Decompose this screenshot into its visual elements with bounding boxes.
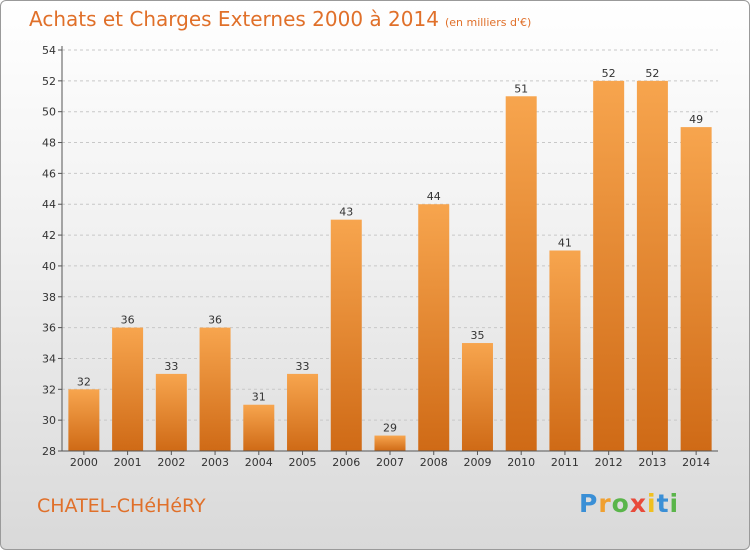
chart-title: Achats et Charges Externes 2000 à 2014 (e… [29,7,532,31]
x-tick-label: 2002 [157,456,185,469]
bar-value-label: 36 [121,314,135,327]
bar-value-label: 36 [208,314,222,327]
x-tick-label: 2003 [201,456,229,469]
y-tick-label: 34 [42,352,56,365]
y-tick-label: 42 [42,229,56,242]
y-tick-label: 38 [42,291,56,304]
bar [636,80,668,451]
bar [549,250,581,451]
y-tick-label: 54 [42,44,56,57]
y-tick-label: 30 [42,414,56,427]
bar-value-label: 44 [427,190,441,203]
y-tick-label: 32 [42,383,56,396]
bar [680,127,712,451]
x-tick-label: 2011 [551,456,579,469]
bar-value-label: 52 [645,67,659,80]
proxiti-logo: Proxiti [579,489,680,518]
chart-subtitle: (en milliers d'€) [444,16,532,29]
x-tick-label: 2008 [420,456,448,469]
bar [112,327,144,451]
y-tick-label: 36 [42,322,56,335]
y-tick-label: 28 [42,445,56,458]
x-tick-label: 2014 [682,456,710,469]
x-tick-label: 2004 [245,456,273,469]
y-tick-label: 50 [42,106,56,119]
y-tick-label: 48 [42,137,56,150]
bar [461,343,493,451]
x-tick-label: 2006 [332,456,360,469]
bar-value-label: 29 [383,422,397,435]
bar-value-label: 33 [296,360,310,373]
bar-value-label: 49 [689,113,703,126]
x-tick-label: 2010 [507,456,535,469]
y-tick-label: 52 [42,75,56,88]
bar [199,327,231,451]
bar-value-label: 33 [164,360,178,373]
bar [418,204,450,451]
y-tick-label: 40 [42,260,56,273]
bar-value-label: 32 [77,375,91,388]
commune-name: CHATEL-CHéHéRY [37,495,206,517]
bar-value-label: 52 [602,67,616,80]
y-tick-label: 46 [42,167,56,180]
bar-value-label: 41 [558,237,572,250]
bar-value-label: 31 [252,391,266,404]
bar-value-label: 51 [514,82,528,95]
bar-value-label: 43 [339,206,353,219]
x-tick-label: 2012 [595,456,623,469]
x-tick-label: 2009 [463,456,491,469]
x-tick-label: 2005 [289,456,317,469]
y-tick-label: 44 [42,198,56,211]
x-tick-label: 2013 [638,456,666,469]
x-tick-label: 2007 [376,456,404,469]
x-tick-label: 2000 [70,456,98,469]
bar-value-label: 35 [470,329,484,342]
bar [287,373,319,451]
bar [505,96,537,452]
bar [593,80,625,451]
bar [330,219,362,451]
bar [155,373,187,451]
bar [374,435,406,451]
x-tick-label: 2001 [114,456,142,469]
bar [68,389,100,451]
bar [243,404,275,451]
